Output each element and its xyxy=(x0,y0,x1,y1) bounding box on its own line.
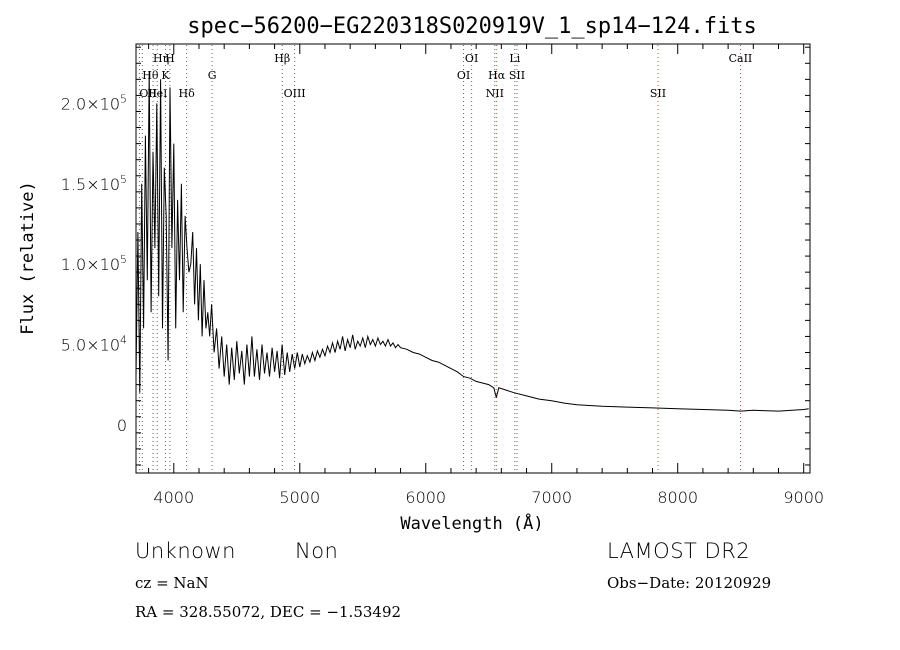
line-marker-label-16: SII xyxy=(650,87,666,100)
class-label: Unknown xyxy=(135,539,236,563)
y-axis-label: Flux (relative) xyxy=(18,181,38,335)
line-marker-label-7: G xyxy=(208,69,217,82)
x-tick-label: 9000 xyxy=(783,488,824,507)
survey-label: LAMOST DR2 xyxy=(607,539,751,563)
line-marker-label-11: OI xyxy=(465,52,478,65)
line-marker-label-15: SII xyxy=(509,69,525,82)
line-marker-label-14: Li xyxy=(509,52,520,65)
x-axis-label: Wavelength (Å) xyxy=(400,512,543,534)
line-marker-label-10: OI xyxy=(457,69,470,82)
line-marker-label-5: H xyxy=(165,52,175,65)
line-markers: OIIHθHηHeIKHHδGHβOIIIOIOINIIHαLiSIISIICa… xyxy=(138,45,753,472)
y-tick-label: 1.5×105 xyxy=(61,173,127,194)
line-marker-label-9: OIII xyxy=(284,87,306,100)
line-marker-label-4: K xyxy=(161,69,170,82)
x-tick-label: 8000 xyxy=(657,488,698,507)
redshift-text: cz = NaN xyxy=(135,574,209,592)
y-tick-label: 5.0×104 xyxy=(61,333,127,354)
line-marker-label-12: NII xyxy=(486,87,504,100)
y-axis: 0 5.0×104 1.0×105 1.5×105 2.0×105 xyxy=(61,46,810,466)
line-marker-label-6: Hδ xyxy=(179,87,196,100)
x-tick-label: 6000 xyxy=(405,488,446,507)
plot-frame xyxy=(135,43,811,474)
subclass-label: Non xyxy=(295,539,339,563)
line-marker-label-0: OII xyxy=(139,87,157,100)
y-tick-label: 1.0×105 xyxy=(61,253,127,274)
line-marker-label-3: HeI xyxy=(147,87,167,100)
y-tick-label: 0 xyxy=(117,416,127,435)
obs-date-text: Obs−Date: 20120929 xyxy=(607,574,772,592)
line-marker-label-17: CaII xyxy=(729,52,753,65)
line-marker-label-13: Hα xyxy=(488,69,506,82)
x-tick-label: 5000 xyxy=(279,488,320,507)
line-marker-label-8: Hβ xyxy=(274,52,290,65)
chart-title: spec−56200−EG220318S020919V_1_sp14−124.f… xyxy=(187,14,757,39)
x-tick-label: 4000 xyxy=(153,488,194,507)
x-tick-label: 7000 xyxy=(531,488,572,507)
coords-text: RA = 328.55072, DEC = −1.53492 xyxy=(135,603,402,621)
line-marker-label-1: Hθ xyxy=(142,69,159,82)
spectrum-line xyxy=(135,71,809,412)
x-axis: 4000 5000 6000 7000 8000 9000 xyxy=(148,44,824,507)
y-tick-label: 2.0×105 xyxy=(61,92,127,113)
